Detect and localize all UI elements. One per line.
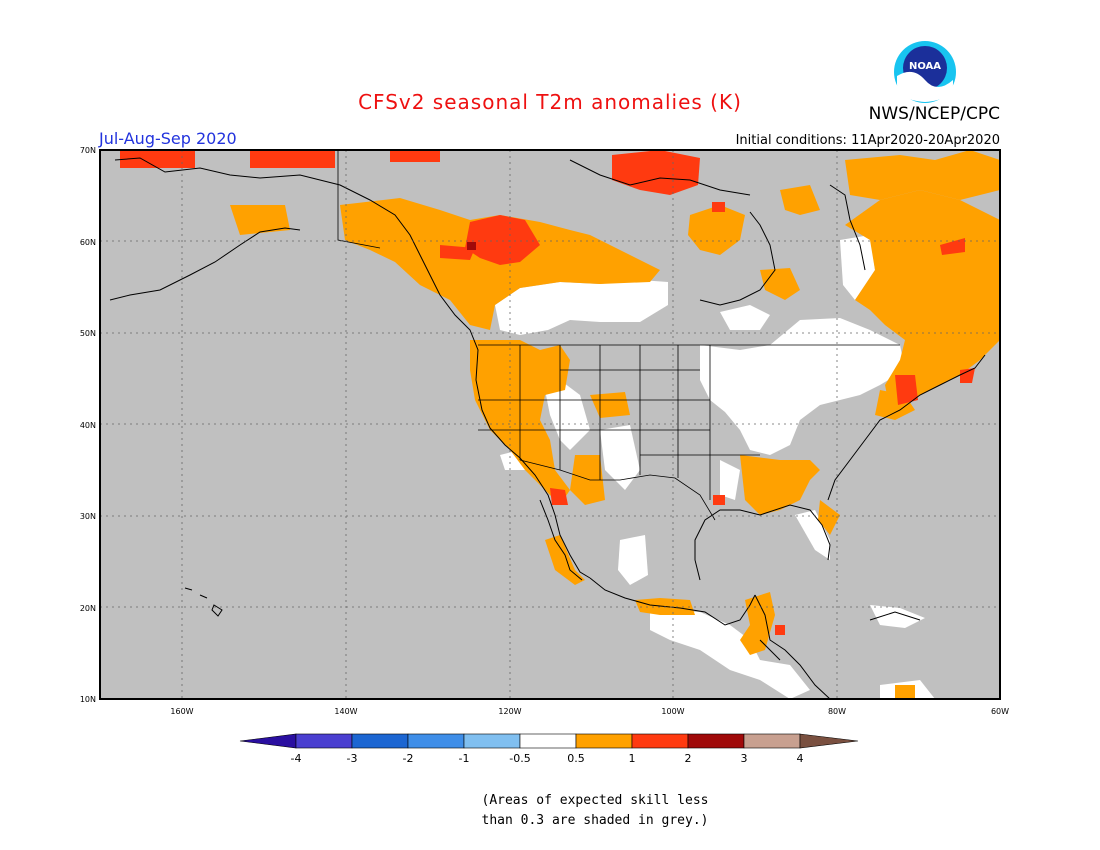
- lat-tick: 40N: [80, 421, 96, 430]
- lat-tick: 30N: [80, 512, 96, 521]
- colorbar-label: -3: [347, 752, 358, 765]
- political-boundaries: [337, 150, 900, 521]
- islands: [184, 587, 223, 617]
- colorbar-label: 3: [741, 752, 748, 765]
- anomaly-map: 10N 20N 30N 40N 50N 60N 70N 160W 140W 12…: [80, 146, 1009, 716]
- colorbar-swatch: [575, 733, 633, 749]
- colorbar-label: 4: [797, 752, 804, 765]
- colorbar-left-arrow: [239, 733, 297, 749]
- lon-tick: 60W: [991, 707, 1009, 716]
- colorbar-label: 0.5: [567, 752, 585, 765]
- colorbar-right-arrow: [799, 733, 859, 749]
- lat-tick: 20N: [80, 604, 96, 613]
- colorbar-label: -4: [291, 752, 302, 765]
- noaa-logo: NOAA: [894, 41, 956, 103]
- anomaly-field: [109, 150, 1000, 699]
- colorbar-swatch: [631, 733, 689, 749]
- colorbar: -4 -3 -2 -1 -0.5 0.5 1 2 3 4: [239, 733, 859, 765]
- colorbar-swatch: [463, 733, 521, 749]
- colorbar-label: -2: [403, 752, 414, 765]
- lon-tick: 160W: [170, 707, 193, 716]
- colorbar-label: -1: [459, 752, 470, 765]
- agency-label: NWS/NCEP/CPC: [868, 104, 1000, 124]
- colorbar-swatch: [407, 733, 465, 749]
- very-warm-areas: [467, 242, 476, 250]
- lat-tick: 10N: [80, 695, 96, 704]
- strong-warm-areas: [120, 150, 975, 635]
- colorbar-labels: -4 -3 -2 -1 -0.5 0.5 1 2 3 4: [291, 752, 804, 765]
- colorbar-swatch: [743, 733, 801, 749]
- colorbar-swatch: [519, 733, 577, 749]
- colorbar-swatch: [351, 733, 409, 749]
- chart-title: CFSv2 seasonal T2m anomalies (K): [358, 90, 742, 114]
- colorbar-label: -0.5: [509, 752, 530, 765]
- skill-note-line2: than 0.3 are shaded in grey.): [481, 813, 709, 828]
- colorbar-label: 1: [629, 752, 636, 765]
- logo-text: NOAA: [909, 61, 941, 72]
- skill-note-line1: (Areas of expected skill less: [481, 793, 709, 808]
- colorbar-swatch: [687, 733, 745, 749]
- colorbar-label: 2: [685, 752, 692, 765]
- lon-axis: 160W 140W 120W 100W 80W 60W: [170, 707, 1009, 716]
- lat-tick: 60N: [80, 238, 96, 247]
- map-frame: [99, 149, 1001, 700]
- lon-tick: 100W: [661, 707, 684, 716]
- lat-axis: 10N 20N 30N 40N 50N 60N 70N: [80, 146, 96, 704]
- graticule: [100, 150, 1000, 699]
- lon-tick: 120W: [498, 707, 521, 716]
- colorbar-swatch: [295, 733, 353, 749]
- lat-tick: 50N: [80, 329, 96, 338]
- lat-tick: 70N: [80, 146, 96, 155]
- lon-tick: 80W: [828, 707, 846, 716]
- forecast-period: Jul-Aug-Sep 2020: [99, 129, 237, 148]
- lon-tick: 140W: [334, 707, 357, 716]
- coastlines: [109, 157, 986, 699]
- initial-conditions: Initial conditions: 11Apr2020-20Apr2020: [735, 133, 1000, 148]
